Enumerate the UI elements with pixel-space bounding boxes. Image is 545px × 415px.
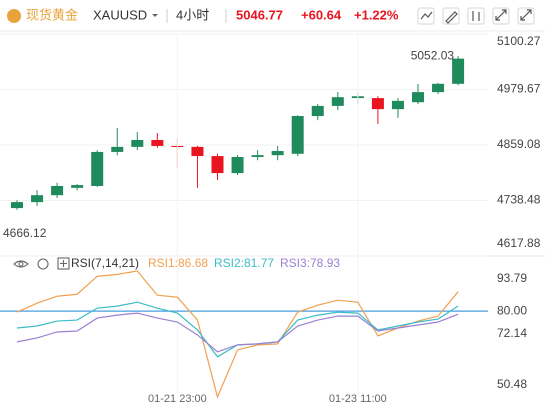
candle-body bbox=[452, 58, 465, 84]
add-icon-cross bbox=[60, 260, 67, 267]
fullscreen-button[interactable] bbox=[492, 7, 510, 25]
rsi-line bbox=[16, 312, 459, 353]
candle-body bbox=[211, 156, 224, 174]
legend-entry: RSI2:81.77 bbox=[214, 256, 274, 270]
indicator-button[interactable] bbox=[417, 7, 435, 25]
rsi-line bbox=[16, 270, 459, 399]
y-tick-label: 4738.48 bbox=[497, 193, 541, 207]
legend-entry: RSI1:86.68 bbox=[148, 256, 208, 270]
candle-body bbox=[131, 139, 144, 147]
draw-icon bbox=[445, 11, 458, 24]
candle-body bbox=[412, 92, 424, 103]
candle-body bbox=[331, 97, 344, 106]
y-tick-label: 4979.67 bbox=[497, 82, 541, 96]
symbol[interactable]: XAUUSD bbox=[93, 7, 147, 22]
interval[interactable]: 4小时 bbox=[176, 7, 209, 22]
fullscreen-icon bbox=[495, 9, 507, 21]
eye-icon[interactable] bbox=[13, 260, 29, 268]
y-tick-label: 80.00 bbox=[497, 303, 527, 317]
y-tick-label: 72.14 bbox=[497, 326, 527, 340]
candle-icon bbox=[472, 11, 480, 21]
candle-body bbox=[371, 98, 384, 110]
y-tick-label: 4617.88 bbox=[497, 236, 541, 250]
candle-body bbox=[191, 146, 204, 157]
candle-body bbox=[391, 100, 404, 110]
candle-body bbox=[51, 185, 64, 196]
x-tick-label: 01-21 23:00 bbox=[148, 393, 207, 405]
candle-body bbox=[311, 105, 324, 117]
indicator-title: RSI(7,14,21) bbox=[71, 256, 139, 270]
candle-button[interactable] bbox=[467, 7, 485, 25]
y-tick-label: 50.48 bbox=[497, 377, 527, 391]
candle-body bbox=[432, 83, 445, 93]
candle-body bbox=[11, 202, 23, 209]
y-tick-label: 93.79 bbox=[497, 271, 527, 285]
logo-icon bbox=[7, 9, 21, 23]
settings-icon bbox=[520, 9, 532, 21]
candle-body bbox=[31, 195, 44, 203]
legend-entry: RSI3:78.93 bbox=[280, 256, 340, 270]
eye-pupil bbox=[18, 261, 24, 267]
y-tick-label: 5100.27 bbox=[497, 34, 541, 48]
candle-body bbox=[251, 155, 264, 157]
candle-body bbox=[111, 146, 124, 152]
candle-body bbox=[151, 139, 164, 146]
candle-body bbox=[231, 156, 244, 174]
change-pct: +1.22% bbox=[354, 7, 399, 22]
candle-body bbox=[291, 116, 304, 154]
price: 5046.77 bbox=[236, 7, 283, 22]
add-icon[interactable] bbox=[57, 257, 70, 270]
max-price-label: 5052.03 bbox=[411, 48, 455, 62]
draw-button[interactable] bbox=[442, 7, 460, 25]
candle-body bbox=[91, 151, 104, 186]
change: +60.64 bbox=[301, 7, 342, 22]
candle-body bbox=[271, 151, 284, 156]
settings-button[interactable] bbox=[517, 7, 535, 25]
y-tick-label: 4859.08 bbox=[497, 137, 541, 151]
min-price-label: 4666.12 bbox=[3, 226, 47, 240]
instrument-name: 现货黄金 bbox=[26, 7, 78, 22]
x-tick-label: 01-23 11:00 bbox=[329, 393, 387, 405]
candle-body bbox=[71, 185, 84, 188]
indicator-icon bbox=[420, 11, 433, 20]
dropdown-icon[interactable] bbox=[152, 14, 158, 17]
gear-icon[interactable] bbox=[37, 258, 49, 270]
